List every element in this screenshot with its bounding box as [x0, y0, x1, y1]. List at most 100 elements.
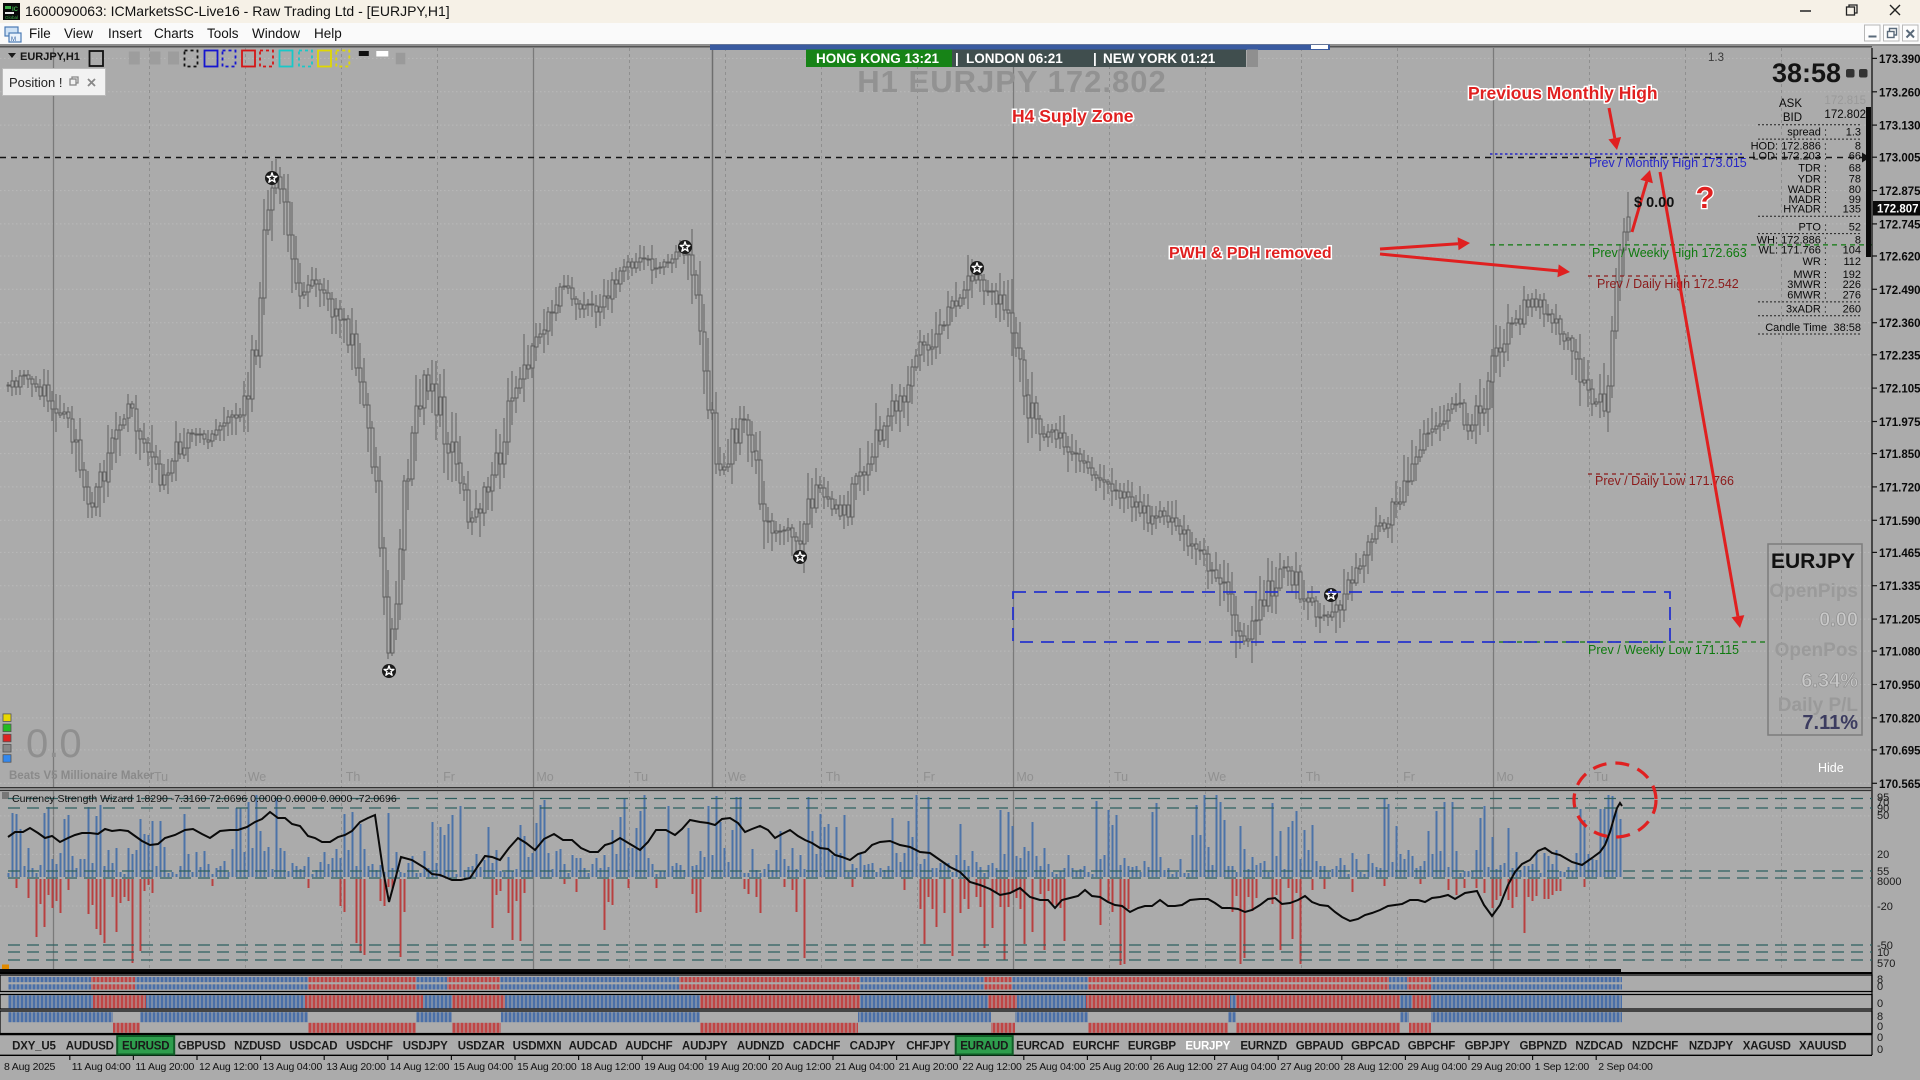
svg-text:We: We — [1208, 770, 1227, 784]
svg-text:171.335: 171.335 — [1879, 581, 1920, 593]
svg-text:File: File — [29, 26, 51, 41]
svg-text:11 Aug 20:00: 11 Aug 20:00 — [135, 1061, 194, 1073]
svg-text:20 Aug 12:00: 20 Aug 12:00 — [771, 1061, 831, 1073]
svg-text:Mo: Mo — [1016, 770, 1033, 784]
svg-text:GBPCAD: GBPCAD — [1351, 1041, 1400, 1053]
svg-text:173.005: 173.005 — [1879, 153, 1920, 165]
svg-text:8: 8 — [1877, 1011, 1883, 1023]
svg-text:173.390: 173.390 — [1879, 54, 1920, 66]
svg-text:19 Aug 04:00: 19 Aug 04:00 — [644, 1061, 704, 1073]
svg-text:172.875: 172.875 — [1879, 186, 1920, 198]
svg-text:Help: Help — [314, 26, 342, 41]
svg-text:|: | — [955, 51, 959, 66]
svg-text:1 Sep 12:00: 1 Sep 12:00 — [1535, 1061, 1590, 1073]
svg-text:HOD: 172.886 :: HOD: 172.886 : — [1751, 141, 1827, 153]
svg-text:USDCAD: USDCAD — [289, 1041, 337, 1053]
svg-text:M: M — [11, 37, 16, 43]
svg-text:25 Aug 20:00: 25 Aug 20:00 — [1089, 1061, 1149, 1073]
svg-text:|: | — [1093, 51, 1097, 66]
svg-text:18 Aug 12:00: 18 Aug 12:00 — [581, 1061, 641, 1073]
svg-text:170.695: 170.695 — [1879, 745, 1920, 757]
svg-text:Position !: Position ! — [9, 75, 62, 90]
svg-text:276: 276 — [1843, 289, 1861, 301]
svg-text:Th: Th — [1306, 770, 1321, 784]
svg-text:1600090063: ICMarketsSC-Live16: 1600090063: ICMarketsSC-Live16 - Raw Tra… — [25, 3, 450, 19]
svg-text:EURJPY,H1: EURJPY,H1 — [20, 51, 80, 63]
svg-text:Fr: Fr — [443, 770, 455, 784]
svg-text:15 Aug 04:00: 15 Aug 04:00 — [453, 1061, 513, 1073]
svg-text:173.130: 173.130 — [1879, 121, 1920, 133]
svg-text:172.815: 172.815 — [1824, 95, 1866, 107]
svg-text:WADR :: WADR : — [1788, 184, 1827, 196]
svg-text:EURAUD: EURAUD — [960, 1041, 1008, 1053]
svg-text:19 Aug 20:00: 19 Aug 20:00 — [708, 1061, 768, 1073]
svg-text:USDZAR: USDZAR — [458, 1041, 506, 1053]
svg-text:CADJPY: CADJPY — [850, 1041, 896, 1053]
svg-text:$ 0.00: $ 0.00 — [1634, 195, 1674, 211]
svg-text:GBPNZD: GBPNZD — [1520, 1041, 1567, 1053]
svg-text:172.745: 172.745 — [1879, 219, 1920, 231]
svg-text:55: 55 — [1877, 866, 1889, 878]
svg-text:BID: BID — [1783, 112, 1802, 124]
svg-text:7.11%: 7.11% — [1802, 712, 1858, 734]
svg-text:EURCAD: EURCAD — [1016, 1041, 1064, 1053]
svg-text:HYADR :: HYADR : — [1783, 204, 1827, 216]
svg-text:172.620: 172.620 — [1879, 252, 1920, 264]
svg-text:Fr: Fr — [923, 770, 935, 784]
svg-text:AUDCAD: AUDCAD — [569, 1041, 618, 1053]
svg-text:570: 570 — [1877, 958, 1895, 970]
svg-text:GBPUSD: GBPUSD — [178, 1041, 226, 1053]
svg-text:NZDUSD: NZDUSD — [234, 1041, 281, 1053]
svg-text:171.205: 171.205 — [1879, 615, 1920, 627]
svg-text:MADR :: MADR : — [1789, 194, 1828, 206]
svg-text:ASK: ASK — [1779, 98, 1802, 110]
svg-text:172.802: 172.802 — [1824, 109, 1866, 121]
svg-text:spread :: spread : — [1787, 127, 1827, 139]
svg-text:GBPCHF: GBPCHF — [1408, 1041, 1456, 1053]
svg-text:170.565: 170.565 — [1879, 779, 1920, 791]
svg-text:95: 95 — [1877, 792, 1889, 804]
svg-text:172.105: 172.105 — [1879, 384, 1920, 396]
svg-text:Prev / Daily High 172.542: Prev / Daily High 172.542 — [1597, 277, 1739, 291]
svg-text:6.34%: 6.34% — [1801, 670, 1858, 692]
svg-text:52: 52 — [1849, 222, 1861, 234]
svg-text:0: 0 — [1877, 998, 1883, 1010]
svg-text:22 Aug 12:00: 22 Aug 12:00 — [962, 1061, 1022, 1073]
svg-text:WL: 171.766 :: WL: 171.766 : — [1759, 244, 1828, 256]
svg-text:MWR :: MWR : — [1793, 269, 1827, 281]
svg-text:NZDCAD: NZDCAD — [1575, 1041, 1622, 1053]
svg-text:LONDON 06:21: LONDON 06:21 — [966, 51, 1063, 66]
svg-text:Daily P/L: Daily P/L — [1778, 695, 1859, 716]
svg-text:38:58: 38:58 — [1833, 322, 1861, 334]
svg-text:1.3: 1.3 — [1708, 52, 1724, 64]
svg-text:XAUUSD: XAUUSD — [1799, 1041, 1846, 1053]
svg-text:PWH & PDH removed: PWH & PDH removed — [1169, 245, 1332, 262]
svg-text:14 Aug 12:00: 14 Aug 12:00 — [390, 1061, 450, 1073]
svg-text:3MWR :: 3MWR : — [1787, 279, 1827, 291]
svg-text:68: 68 — [1849, 163, 1861, 175]
svg-text:0: 0 — [1877, 981, 1883, 993]
svg-text:CHFJPY: CHFJPY — [906, 1041, 951, 1053]
svg-text:AUDNZD: AUDNZD — [737, 1041, 784, 1053]
svg-text:EURGBP: EURGBP — [1128, 1041, 1177, 1053]
svg-text:Fr: Fr — [1403, 770, 1415, 784]
svg-text:1.3: 1.3 — [1846, 127, 1861, 139]
svg-text:Tools: Tools — [207, 26, 239, 41]
svg-text:28 Aug 12:00: 28 Aug 12:00 — [1344, 1061, 1404, 1073]
svg-text:NEW YORK 01:21: NEW YORK 01:21 — [1103, 51, 1216, 66]
svg-text:27 Aug 20:00: 27 Aug 20:00 — [1280, 1061, 1340, 1073]
svg-text:EURUSD: EURUSD — [122, 1041, 169, 1053]
svg-text:?: ? — [1696, 180, 1715, 215]
svg-text:99: 99 — [1849, 194, 1861, 206]
svg-text:21 Aug 04:00: 21 Aug 04:00 — [835, 1061, 895, 1073]
svg-text:135: 135 — [1843, 204, 1861, 216]
svg-text:NZDJPY: NZDJPY — [1689, 1041, 1734, 1053]
svg-text:Prev / Monthly High 173.015: Prev / Monthly High 173.015 — [1589, 156, 1747, 170]
svg-text:Th: Th — [346, 770, 361, 784]
svg-text:66: 66 — [1849, 151, 1861, 163]
svg-text:IC: IC — [12, 7, 19, 13]
svg-text:171.080: 171.080 — [1879, 647, 1920, 659]
svg-text:XAGUSD: XAGUSD — [1743, 1041, 1791, 1053]
svg-text:View: View — [64, 26, 93, 41]
svg-text:EURJPY: EURJPY — [1185, 1041, 1230, 1053]
